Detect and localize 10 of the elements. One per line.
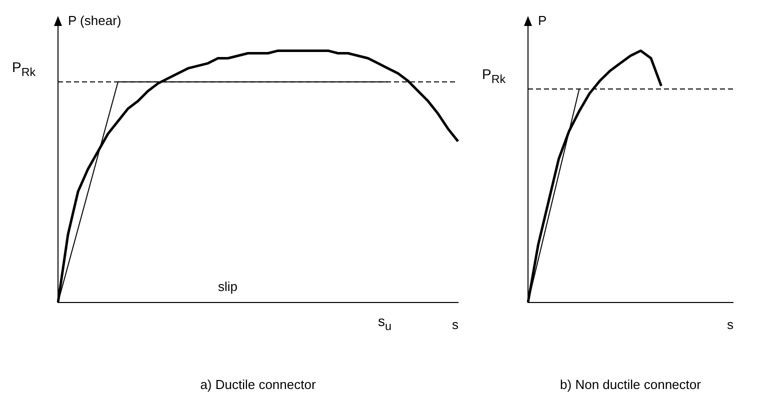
x-axis-title: s [727,316,734,334]
text: s$_{u}$ [378,312,392,336]
text: a) Ductile connector [200,376,316,392]
x-axis-title: s [452,316,458,334]
y-axis-title: P [538,12,547,30]
y-axis-title: P (shear) [68,12,122,30]
ref-line-label: P$_{Rk}$ [482,64,506,88]
ref-line-label: P$_{Rk}$ [12,58,36,81]
annotation: slip [218,278,238,296]
text: b) Non ductile connector [560,376,702,392]
